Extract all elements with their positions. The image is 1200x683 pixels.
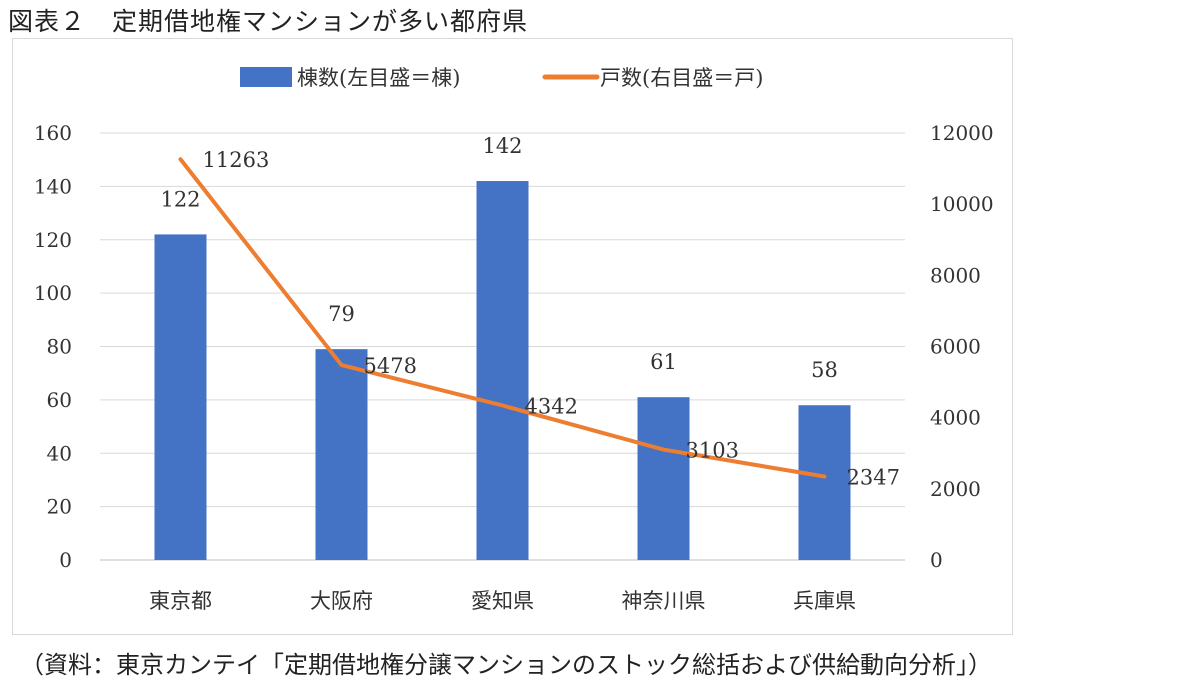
left-axis-tick-label: 20: [47, 495, 72, 519]
left-axis-tick-label: 160: [34, 121, 72, 145]
left-axis-tick-label: 40: [47, 441, 72, 465]
line-data-label: 2347: [847, 465, 900, 489]
source-note: （資料：東京カンテイ「定期借地権分譲マンションのストック総括および供給動向分析」…: [20, 651, 992, 679]
category-label: 東京都: [149, 589, 212, 613]
category-label: 兵庫県: [793, 589, 856, 613]
right-axis-tick-label: 4000: [930, 406, 981, 430]
line-data-label: 4342: [525, 394, 578, 418]
bar: [637, 397, 690, 560]
bar-data-label: 58: [811, 358, 838, 382]
figure-title: 図表２ 定期借地権マンションが多い都府県: [8, 7, 529, 36]
line-data-label: 5478: [364, 354, 417, 378]
legend-bar-label: 棟数(左目盛＝棟): [297, 66, 460, 90]
bar-data-label: 142: [482, 134, 522, 158]
category-label: 大阪府: [310, 589, 373, 613]
left-axis-tick-label: 60: [47, 388, 72, 412]
line-data-label: 3103: [686, 439, 739, 463]
right-axis-tick-label: 10000: [930, 192, 994, 216]
left-axis-tick-label: 0: [59, 548, 72, 572]
right-axis-tick-label: 8000: [930, 263, 981, 287]
chart-frame: [12, 38, 1013, 635]
right-axis-tick-label: 2000: [930, 477, 981, 501]
left-axis-tick-label: 100: [34, 281, 72, 305]
bar-data-label: 61: [650, 350, 677, 374]
left-axis-tick-label: 120: [34, 228, 72, 252]
bar: [798, 405, 851, 560]
right-axis-tick-label: 0: [930, 548, 943, 572]
right-axis-tick-label: 12000: [930, 121, 994, 145]
bar-data-label: 122: [160, 187, 200, 211]
bar: [315, 349, 368, 560]
legend-bar-swatch: [240, 67, 292, 87]
bar-data-label: 79: [328, 302, 355, 326]
line-data-label: 11263: [203, 148, 270, 172]
bar: [154, 234, 207, 560]
bar: [476, 181, 529, 560]
chart: 0 20 40 60 80 100 120 140 160 0 2000 4000 6000 8000 10…: [34, 66, 994, 613]
left-axis-tick-label: 80: [47, 335, 72, 359]
category-label: 神奈川県: [622, 589, 706, 613]
legend-line-label: 戸数(右目盛＝戸): [600, 66, 763, 90]
left-axis-tick-label: 140: [34, 174, 72, 198]
category-label: 愛知県: [471, 589, 534, 613]
right-axis-tick-label: 6000: [930, 335, 981, 359]
